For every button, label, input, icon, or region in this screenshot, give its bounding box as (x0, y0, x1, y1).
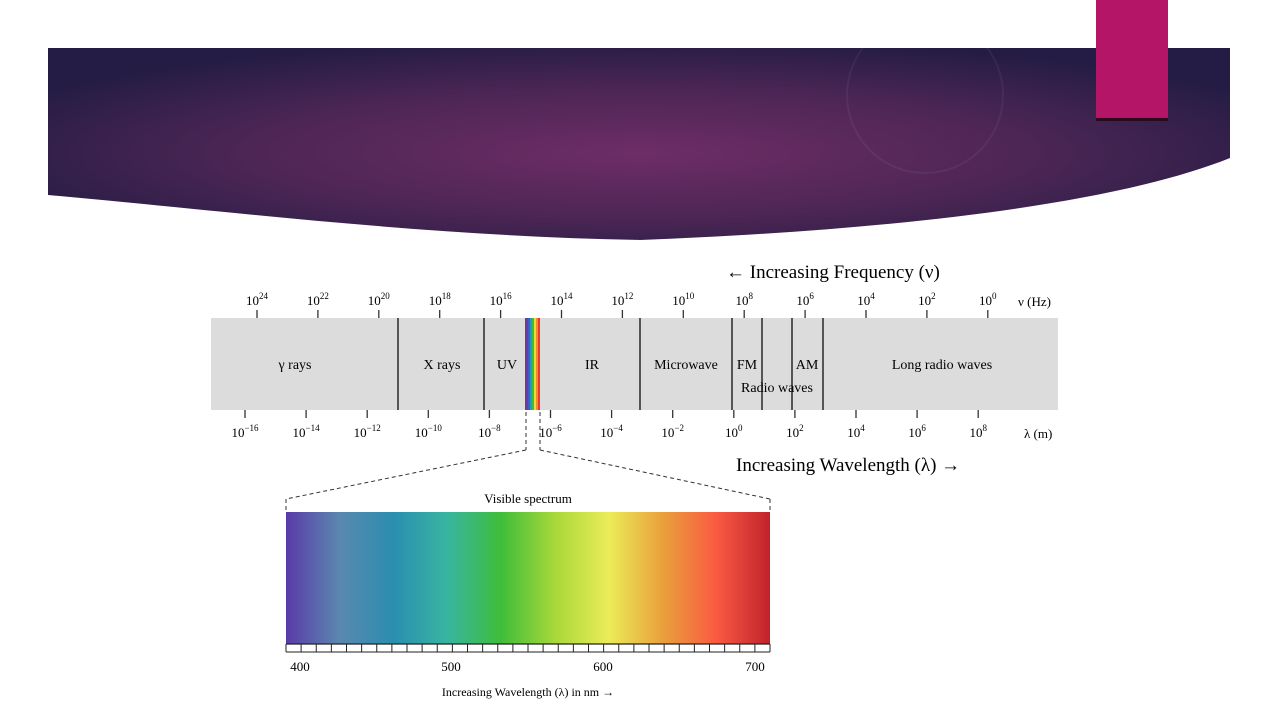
wavelength-ticks: 10−16 10−14 10−12 10−10 10−8 10−6 10−4 10−2 100 1… (231, 410, 987, 440)
wavelength-tick-label: 10−16 (231, 423, 259, 440)
visible-tick-500: 500 (441, 659, 461, 674)
increasing-frequency-label: ← Increasing Frequency (ν) (726, 262, 940, 283)
frequency-tick-label: 1022 (307, 291, 329, 308)
frequency-tick-label: 100 (979, 291, 997, 308)
wavelength-tick-label: 100 (725, 423, 743, 440)
band-ir: IR (585, 358, 600, 373)
wavelength-tick-label: 10−2 (661, 423, 684, 440)
frequency-tick-label: 1020 (368, 291, 391, 308)
frequency-tick-label: 104 (857, 291, 875, 308)
frequency-tick-label: 1014 (551, 291, 574, 308)
frequency-tick-label: 106 (796, 291, 814, 308)
frequency-tick-label: 1016 (490, 291, 512, 308)
visible-axis-label: Increasing Wavelength (λ) in nm → (442, 685, 614, 699)
band-uv: UV (497, 358, 517, 373)
wavelength-tick-label: 10−14 (293, 423, 321, 440)
frequency-tick-label: 1018 (429, 291, 452, 308)
band-long-radio-waves: Long radio waves (892, 358, 992, 373)
frequency-tick-label: 1010 (672, 291, 695, 308)
wavelength-tick-label: 104 (847, 423, 865, 440)
wavelength-tick-label: 10−8 (478, 423, 501, 440)
accent-tab (1096, 0, 1168, 121)
visible-spectrum-title: Visible spectrum (484, 491, 572, 506)
zoom-connector-lines (285, 412, 771, 512)
band-microwave: Microwave (654, 358, 718, 373)
slide-title-banner (48, 16, 1230, 240)
visible-spectrum-gradient (286, 512, 770, 644)
wavelength-tick-label: 106 (908, 423, 926, 440)
wavelength-unit-label: λ (m) (1024, 426, 1052, 441)
band-am: AM (796, 358, 819, 373)
band-radio-waves: Radio waves (741, 381, 813, 396)
wavelength-tick-label: 102 (786, 423, 804, 440)
frequency-tick-label: 1024 (246, 291, 269, 308)
band-fm: FM (737, 358, 758, 373)
increasing-wavelength-label: Increasing Wavelength (λ) → (736, 455, 960, 476)
visible-tick-400: 400 (290, 659, 310, 674)
visible-tick-600: 600 (593, 659, 613, 674)
frequency-tick-label: 108 (735, 291, 753, 308)
spectrum-band-strip (211, 318, 1058, 410)
banner-decor-circle (846, 16, 1004, 174)
band-x-rays: X rays (424, 358, 461, 373)
frequency-ticks: 1024 1022 1020 1018 1016 1014 1012 1010 108 106 10… (246, 291, 997, 318)
frequency-tick-label: 1012 (611, 291, 633, 308)
band-gamma-rays: γ rays (277, 358, 311, 373)
wavelength-tick-label: 10−6 (539, 423, 562, 440)
visible-tick-700: 700 (745, 659, 765, 674)
wavelength-tick-label: 10−4 (600, 423, 623, 440)
wavelength-tick-label: 10−12 (354, 423, 381, 440)
visible-band-slice (525, 318, 540, 410)
frequency-unit-label: ν (Hz) (1018, 294, 1051, 309)
wavelength-tick-label: 108 (969, 423, 987, 440)
banner-shape (48, 48, 1230, 240)
band-dividers (397, 318, 824, 410)
visible-axis-ticks (285, 643, 771, 653)
wavelength-tick-label: 10−10 (415, 423, 443, 440)
frequency-tick-label: 102 (918, 291, 936, 308)
